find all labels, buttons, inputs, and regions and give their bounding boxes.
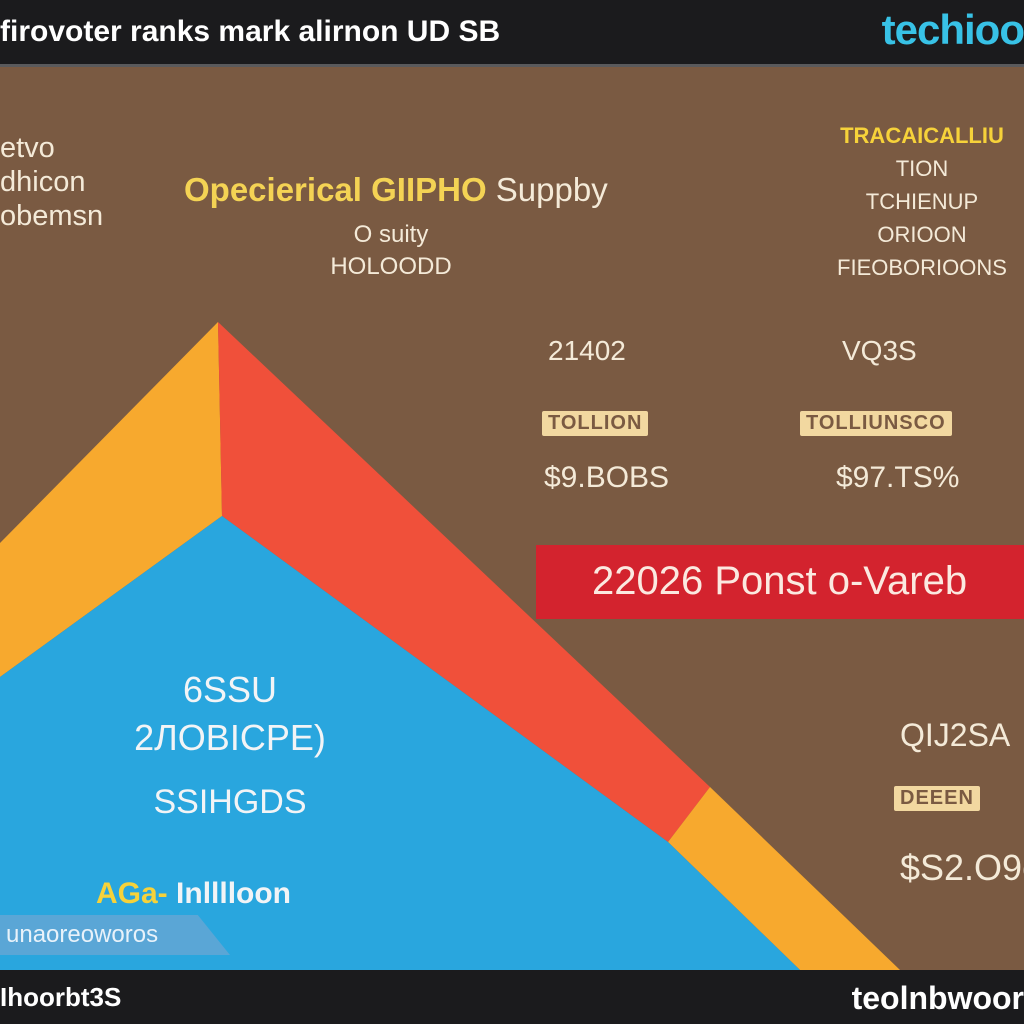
header-bar: firovoter ranks mark alirnon UD SB techi…: [0, 0, 1024, 67]
left-label: obemsn: [0, 200, 104, 232]
right-label: ORIOON: [877, 222, 967, 247]
footer-brand: teolnbwoor: [851, 980, 1024, 1016]
footer-left-text: Ihoorbt3S: [0, 982, 122, 1012]
pyramid-caption-prefix: AGa-: [96, 877, 168, 910]
pyramid-orange-lower: [668, 787, 900, 970]
right-label: FIEOBORIOONS: [837, 255, 1007, 280]
right-label: TRACAICALLIU: [840, 123, 1004, 148]
right-label: TCHIENUP: [865, 189, 979, 214]
stat-year: VQ3S: [842, 335, 917, 366]
left-label: dhicon: [0, 166, 86, 198]
infographic-panel: etvo dhicon obemsn Opecierical GIIPHO Su…: [0, 67, 1024, 970]
pyramid-graphic: [0, 322, 900, 970]
pyramid-caption-value: Inlllloon: [176, 877, 292, 910]
bottom-right-label: QIJ2SA: [900, 717, 1011, 753]
pyramid-tag: unaoreoworos: [0, 915, 230, 955]
year-banner: 22026 Ponst o-Vareb: [536, 545, 1024, 619]
stat-box: TOLLIUNSCO: [800, 411, 952, 436]
stat-value: $97.TS%: [836, 461, 960, 494]
bottom-right-value: $S2.O9e: [900, 847, 1024, 888]
left-label: etvo: [0, 132, 55, 164]
stat-year: 21402: [548, 335, 626, 366]
banner-text: 22026 Ponst o-Vareb: [592, 559, 968, 603]
header-title: firovoter ranks mark alirnon UD SB: [0, 15, 501, 48]
footer-bar: Ihoorbt3S teolnbwoor: [0, 970, 1024, 1024]
center-title-part1: Opecierical GIIPHO: [184, 171, 487, 208]
center-sub-line: HOLOODD: [330, 253, 452, 280]
bottom-right-box: DEEEN: [894, 786, 980, 811]
stat-box: TOLLION: [542, 411, 649, 436]
pyramid-label: SSIHGDS: [153, 783, 307, 821]
right-labels: TRACAICALLIU TION TCHIENUP ORIOON FIEOBO…: [820, 119, 1024, 284]
center-title-part2: Suppby: [495, 171, 608, 208]
pyramid-caption: AGa- Inlllloon: [96, 877, 291, 911]
center-title: Opecierical GIIPHO Suppby: [184, 171, 608, 209]
center-subtitle: O suity HOLOODD: [316, 219, 466, 283]
pyramid-blue-base: [0, 516, 800, 970]
left-labels: etvo dhicon obemsn: [0, 131, 103, 233]
stat-value: $9.BOBS: [544, 461, 670, 494]
brand-logo: techioo: [881, 6, 1024, 53]
pyramid-red-right: [218, 322, 710, 842]
pyramid-label: 2ЛOBICPE): [134, 717, 326, 758]
right-label: TION: [895, 156, 949, 181]
center-sub-line: O suity: [353, 221, 429, 248]
pyramid-orange-left: [0, 322, 222, 677]
pyramid-label: 6SSU: [182, 669, 278, 710]
